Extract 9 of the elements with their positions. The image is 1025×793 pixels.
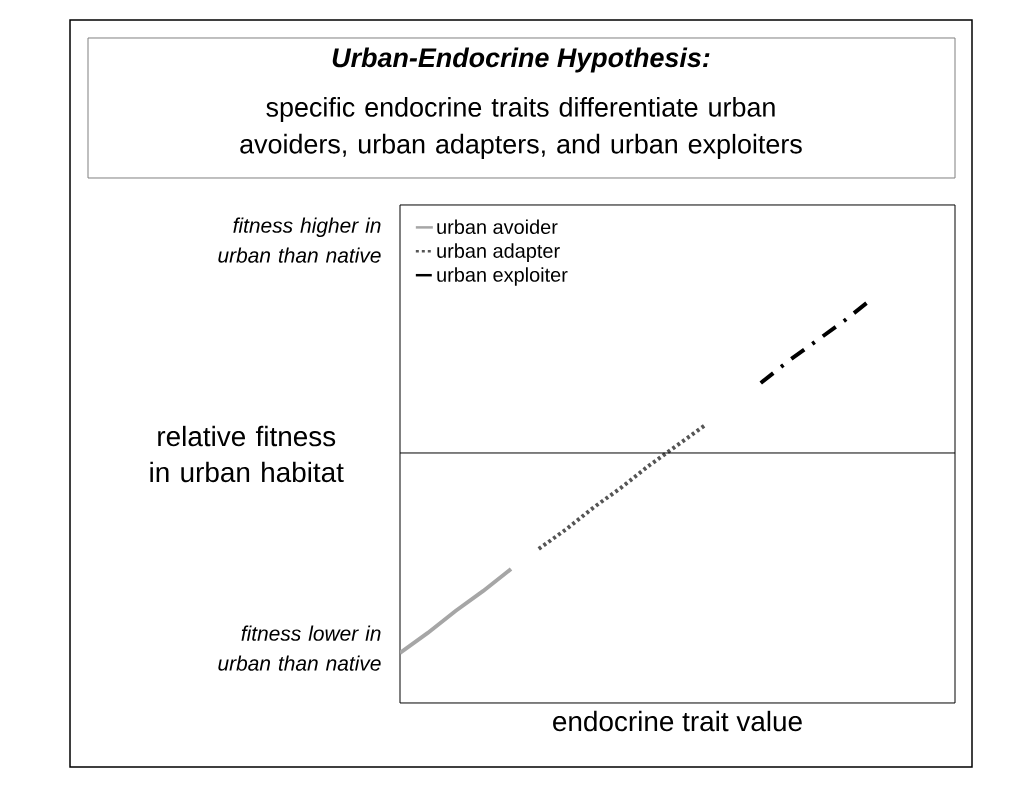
chart-subtitle: specific endocrine traits differentiate urban avoiders, urban adapters, and urban exploiters — [240, 97, 802, 159]
y-axis-title: relative fitness in urban habitat — [150, 425, 344, 483]
x-axis-title: endocrine trait value — [553, 710, 802, 732]
text: fitness higher in urban than native — [218, 217, 381, 263]
legend-label: urban exploiter — [437, 267, 568, 286]
chart-title: Urban-Endocrine Hypothesis: — [332, 47, 710, 73]
legend-label: urban avoider — [437, 219, 558, 235]
legend-label: urban adapter — [437, 243, 560, 262]
text: fitness lower in urban than native — [218, 625, 381, 671]
